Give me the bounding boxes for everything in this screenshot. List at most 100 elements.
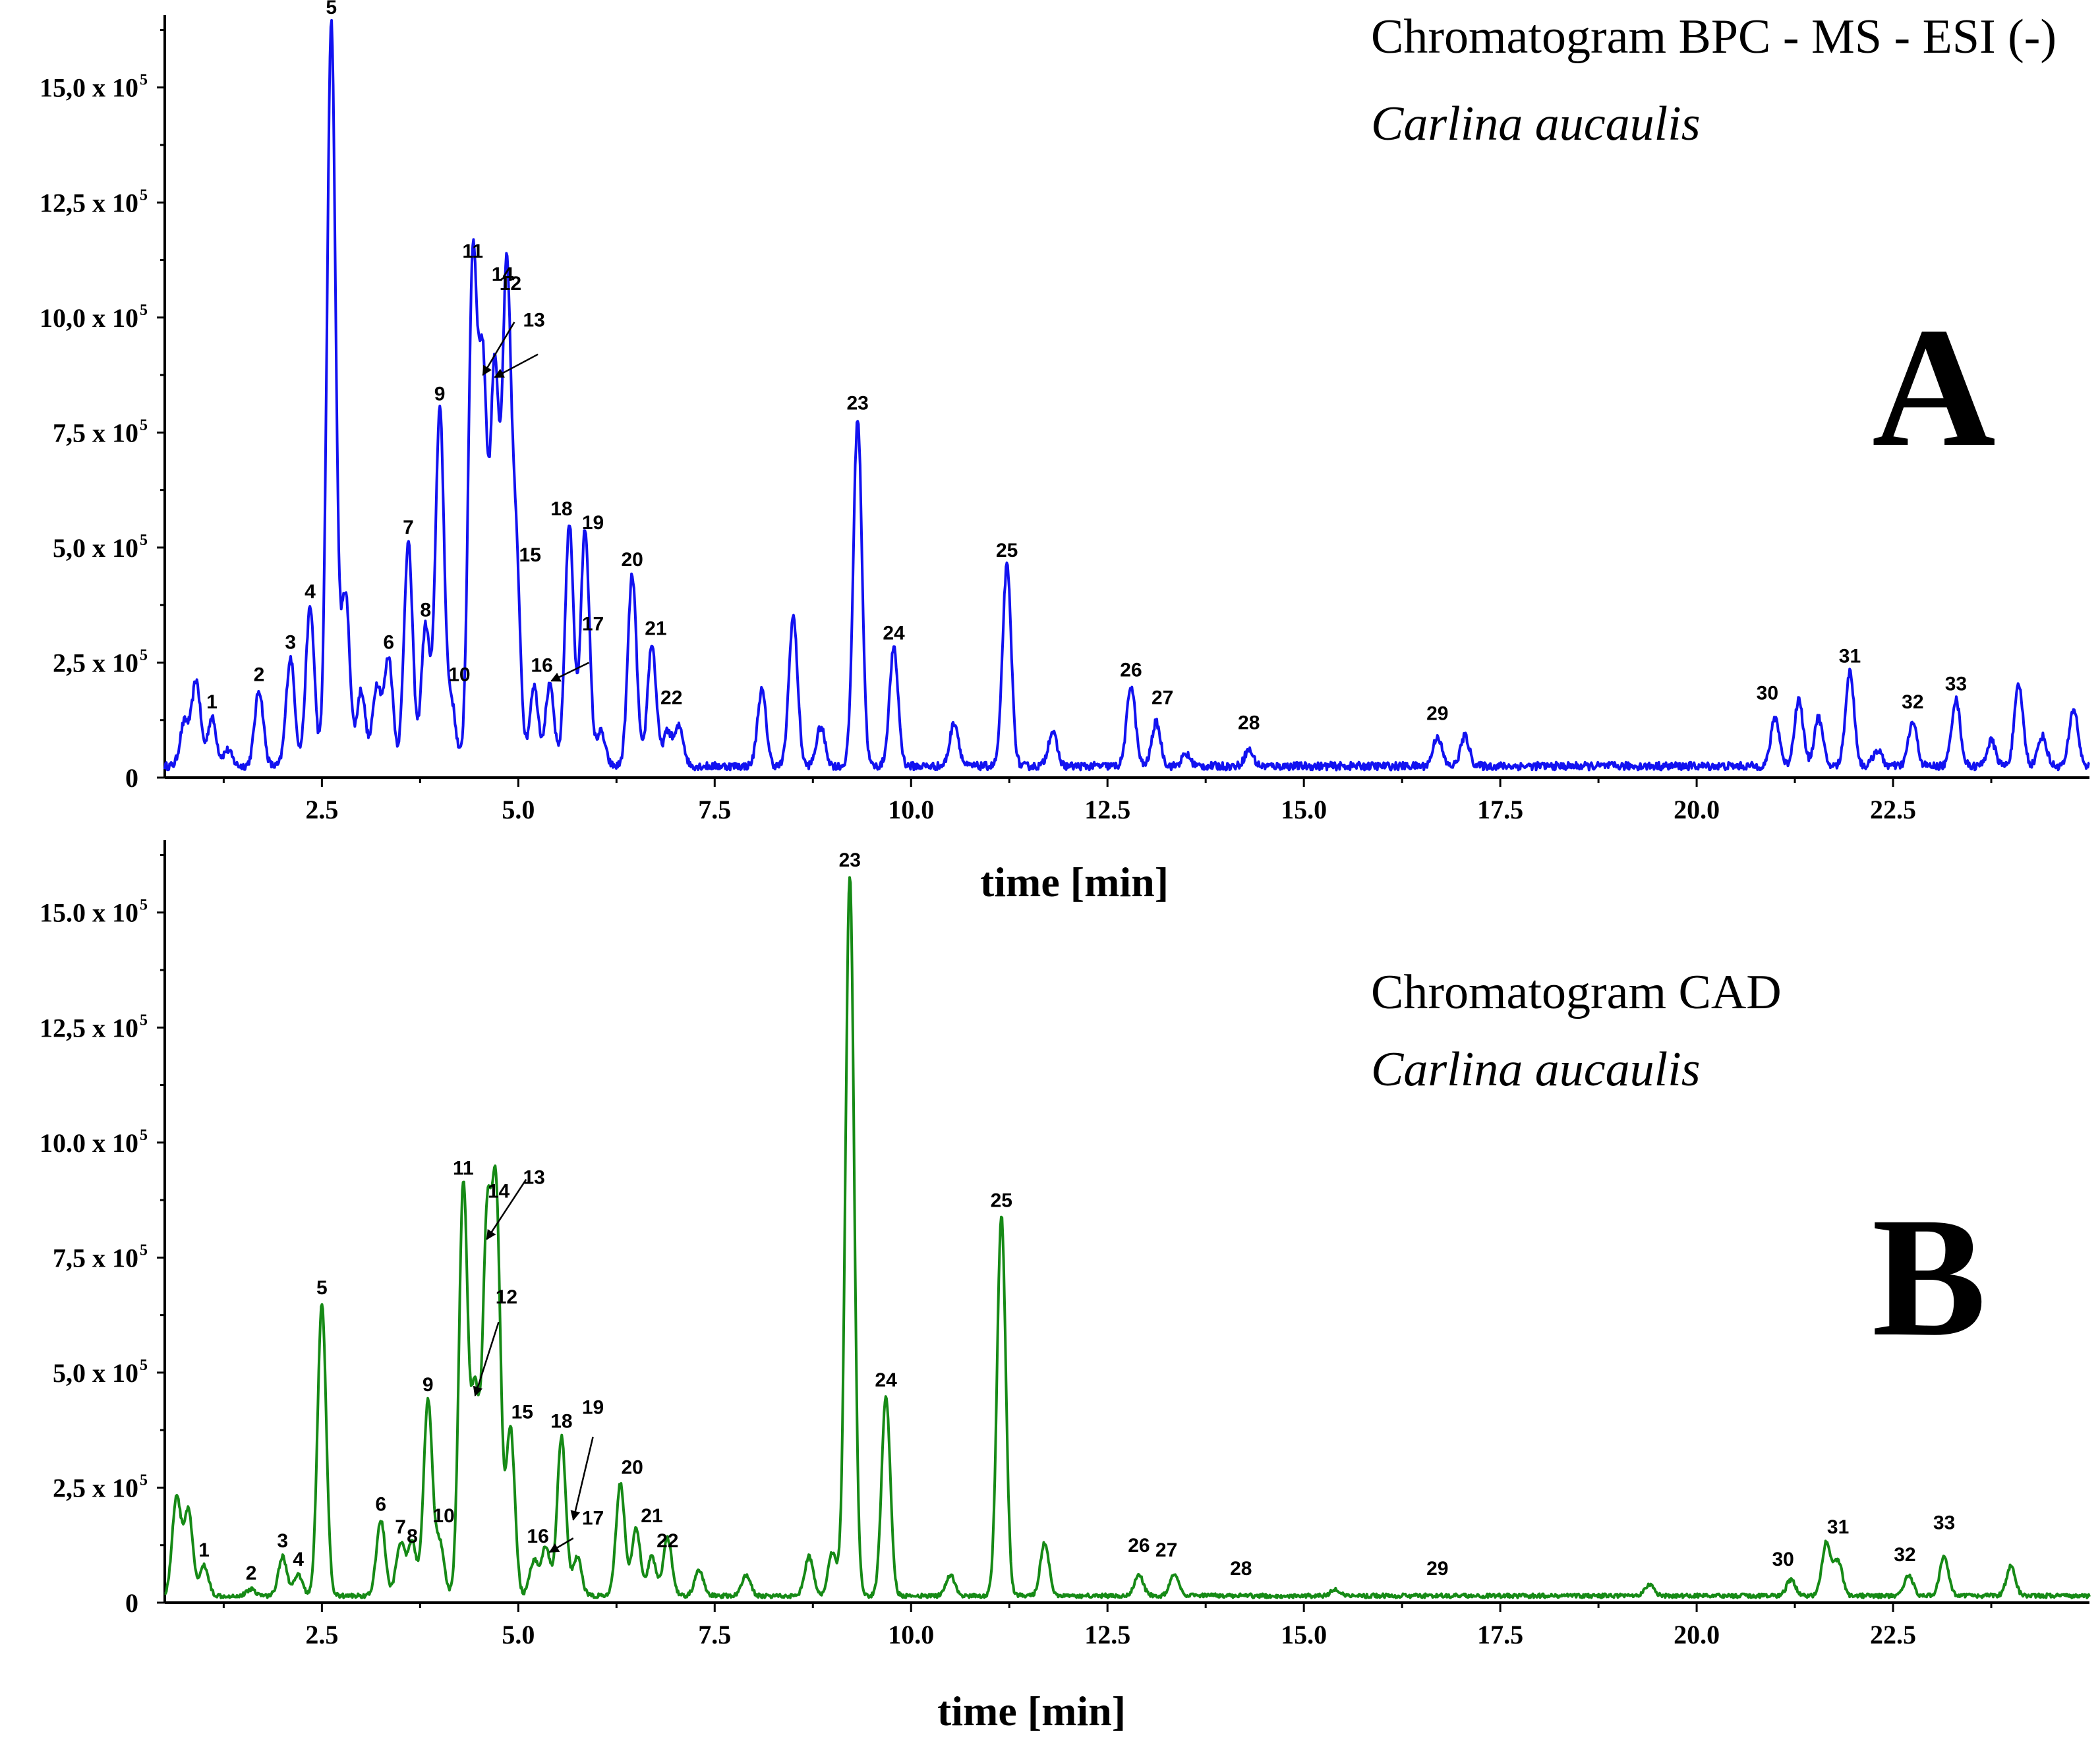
x-tick-label: 20.0 <box>1674 795 1720 824</box>
peak-label-10: 10 <box>448 664 470 685</box>
peak-label-25: 25 <box>996 540 1018 561</box>
peak-label-30: 30 <box>1772 1549 1794 1570</box>
peak-label-32: 32 <box>1902 691 1923 713</box>
peak-label-16: 16 <box>531 654 552 676</box>
y-tick-label: 5,0 x 10 <box>53 533 138 563</box>
y-tick-label: 12,5 x 10 <box>40 188 138 217</box>
peak-label-23: 23 <box>847 392 869 414</box>
peak-label-13: 13 <box>523 1167 544 1189</box>
peak-label-22: 22 <box>656 1530 678 1552</box>
x-tick-label: 12.5 <box>1084 1620 1130 1649</box>
chromatogram-trace-a <box>163 18 2090 772</box>
x-tick-label: 10.0 <box>888 1620 934 1649</box>
peak-label-1: 1 <box>206 691 218 713</box>
x-tick-label: 22.5 <box>1870 795 1916 824</box>
peak-label-17: 17 <box>582 1507 604 1529</box>
peak-label-27: 27 <box>1155 1539 1177 1561</box>
y-tick-exponent: 5 <box>140 1357 148 1374</box>
x-tick-label: 15.0 <box>1281 795 1327 824</box>
x-tick-label: 5.0 <box>502 795 535 824</box>
x-tick-label: 12.5 <box>1084 795 1130 824</box>
y-tick-exponent: 5 <box>140 1242 148 1259</box>
peak-label-24: 24 <box>875 1369 897 1391</box>
peak-label-23: 23 <box>839 849 861 871</box>
peak-label-4: 4 <box>305 581 316 603</box>
x-tick-label: 5.0 <box>502 1620 535 1649</box>
peak-label-16: 16 <box>527 1526 548 1547</box>
peak-label-29: 29 <box>1426 703 1448 725</box>
peak-label-21: 21 <box>641 1505 662 1527</box>
x-tick-label: 7.5 <box>698 795 731 824</box>
y-tick-exponent: 5 <box>140 897 148 914</box>
peak-annotation-arrow <box>486 1178 527 1240</box>
peak-label-19: 19 <box>582 1397 604 1419</box>
panel-letter: B <box>1872 1182 1986 1372</box>
peak-label-14: 14 <box>488 1181 510 1203</box>
y-tick-label: 15.0 x 10 <box>40 898 138 928</box>
x-tick-label: 2.5 <box>305 795 338 824</box>
x-axis-label: time [min] <box>980 859 1169 905</box>
y-tick-label: 12,5 x 10 <box>40 1013 138 1043</box>
peak-label-1: 1 <box>198 1539 210 1561</box>
peak-label-30: 30 <box>1757 682 1778 704</box>
peak-annotation-arrow <box>550 662 590 682</box>
peak-label-14: 14 <box>492 264 514 285</box>
y-tick-label: 15,0 x 10 <box>40 73 138 103</box>
peak-label-20: 20 <box>621 549 643 571</box>
peak-annotation-arrow <box>548 1537 574 1553</box>
y-tick-label: 10,0 x 10 <box>40 303 138 333</box>
peak-label-24: 24 <box>883 623 905 644</box>
peak-label-13: 13 <box>523 310 544 331</box>
y-tick-label: 0 <box>125 763 138 793</box>
y-tick-exponent: 5 <box>140 1472 148 1489</box>
peak-annotation-arrow <box>494 353 539 378</box>
peak-label-33: 33 <box>1945 673 1967 695</box>
peak-label-11: 11 <box>462 241 483 262</box>
y-tick-exponent: 5 <box>140 1012 148 1029</box>
chart-subtitle: Carlina aucaulis <box>1371 1043 1701 1097</box>
peak-label-25: 25 <box>991 1190 1012 1212</box>
peak-label-7: 7 <box>403 517 414 538</box>
peak-label-9: 9 <box>423 1374 434 1396</box>
y-tick-exponent: 5 <box>140 646 148 664</box>
peak-label-31: 31 <box>1839 645 1861 667</box>
peak-label-18: 18 <box>550 1411 572 1433</box>
peak-label-8: 8 <box>407 1526 418 1547</box>
peak-label-4: 4 <box>293 1549 304 1570</box>
peak-label-7: 7 <box>395 1516 406 1538</box>
peak-label-31: 31 <box>1827 1516 1849 1538</box>
x-tick-label: 17.5 <box>1477 1620 1523 1649</box>
x-tick-label: 7.5 <box>698 1620 731 1649</box>
peak-label-15: 15 <box>519 544 541 566</box>
peak-label-27: 27 <box>1152 687 1173 708</box>
peak-label-18: 18 <box>550 498 572 520</box>
x-tick-label: 17.5 <box>1477 795 1523 824</box>
y-tick-exponent: 5 <box>140 1127 148 1144</box>
y-tick-exponent: 5 <box>140 416 148 434</box>
peak-label-9: 9 <box>434 383 446 405</box>
peak-label-6: 6 <box>375 1493 386 1515</box>
y-tick-exponent: 5 <box>140 532 148 549</box>
peak-label-26: 26 <box>1128 1535 1150 1557</box>
y-tick-label: 10.0 x 10 <box>40 1128 138 1158</box>
y-tick-label: 7,5 x 10 <box>53 418 138 447</box>
x-axis-label: time [min] <box>937 1688 1126 1734</box>
peak-label-28: 28 <box>1230 1558 1252 1580</box>
y-tick-exponent: 5 <box>140 72 148 89</box>
peak-label-2: 2 <box>254 664 265 685</box>
peak-label-12: 12 <box>496 1286 517 1308</box>
peak-label-22: 22 <box>660 687 682 708</box>
peak-label-6: 6 <box>383 631 394 653</box>
y-tick-exponent: 5 <box>140 302 148 319</box>
peak-label-11: 11 <box>453 1158 474 1180</box>
peak-label-29: 29 <box>1426 1558 1448 1580</box>
chart-title: Chromatogram BPC - MS - ESI (-) <box>1371 10 2056 64</box>
x-tick-label: 10.0 <box>888 795 934 824</box>
y-tick-label: 2,5 x 10 <box>53 1473 138 1502</box>
peak-annotation-arrow <box>482 322 515 376</box>
peak-label-28: 28 <box>1238 712 1260 734</box>
panel-letter: A <box>1872 293 1996 482</box>
chart-subtitle: Carlina aucaulis <box>1371 97 1701 151</box>
peak-label-3: 3 <box>277 1530 288 1552</box>
